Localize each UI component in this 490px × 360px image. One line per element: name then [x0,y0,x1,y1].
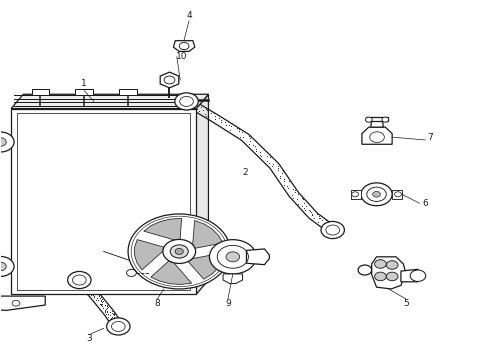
Circle shape [394,192,401,197]
Circle shape [0,138,6,146]
Polygon shape [11,109,196,294]
Text: 5: 5 [403,299,409,308]
Text: 2: 2 [242,168,248,177]
Text: 6: 6 [422,199,428,208]
Circle shape [373,192,380,197]
Polygon shape [119,89,137,95]
Circle shape [226,252,240,262]
Polygon shape [151,261,192,284]
Circle shape [175,93,198,110]
Polygon shape [196,94,208,294]
Polygon shape [392,190,402,199]
Polygon shape [31,89,49,95]
Text: 1: 1 [81,79,87,88]
Polygon shape [144,219,182,240]
Circle shape [386,272,398,281]
Polygon shape [0,296,45,310]
Polygon shape [401,269,418,282]
Circle shape [321,221,344,239]
Polygon shape [75,89,93,95]
Text: 3: 3 [86,334,92,343]
Polygon shape [246,249,270,265]
Text: 10: 10 [176,52,187,61]
Polygon shape [134,240,164,270]
Circle shape [107,318,130,335]
Circle shape [175,248,183,255]
Circle shape [386,261,398,269]
Circle shape [209,240,256,274]
Circle shape [170,245,188,258]
Polygon shape [362,127,392,144]
Circle shape [163,239,196,264]
Text: 4: 4 [186,11,192,20]
Circle shape [0,256,14,276]
Circle shape [361,183,392,206]
Circle shape [0,132,14,152]
Polygon shape [223,274,243,284]
Polygon shape [351,190,361,199]
Circle shape [366,117,372,122]
Circle shape [0,262,6,271]
Text: 8: 8 [154,299,160,308]
Circle shape [358,265,372,275]
Polygon shape [173,41,195,51]
Polygon shape [188,253,224,279]
Polygon shape [371,120,383,127]
Circle shape [410,270,426,282]
Polygon shape [193,220,223,248]
Circle shape [374,272,386,281]
Polygon shape [11,94,208,109]
Circle shape [128,214,230,289]
Circle shape [352,192,359,197]
Circle shape [374,260,386,268]
Polygon shape [372,257,406,289]
Circle shape [382,117,389,122]
Polygon shape [160,72,179,88]
Text: 7: 7 [427,132,433,141]
Text: 9: 9 [225,299,231,308]
Polygon shape [366,117,388,121]
Circle shape [68,271,91,289]
Circle shape [12,300,20,306]
